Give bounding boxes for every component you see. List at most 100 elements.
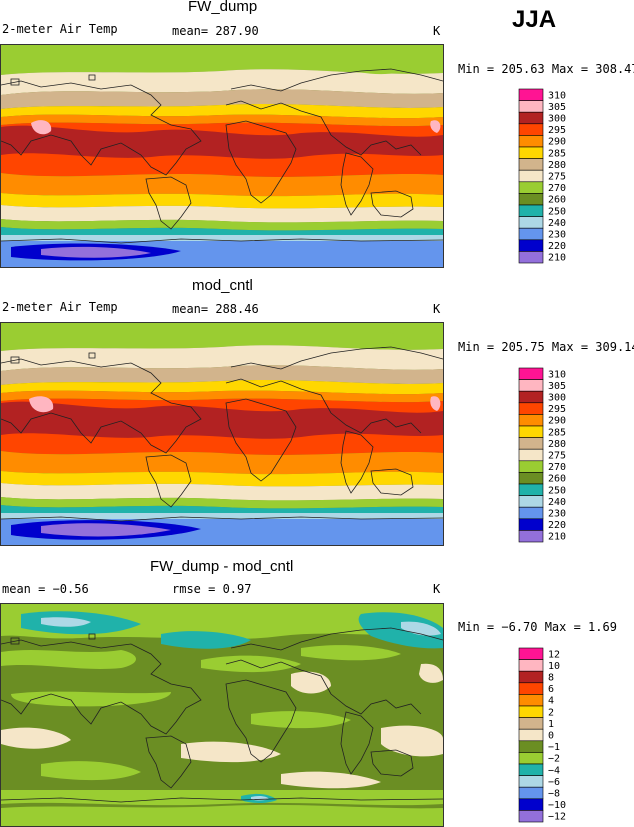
colorbar-swatch xyxy=(518,111,544,125)
colorbar-label: 210 xyxy=(548,253,566,264)
colorbar-swatch xyxy=(518,181,544,194)
panel1-variable-label: 2-meter Air Temp xyxy=(2,22,118,36)
colorbar-swatch xyxy=(518,647,544,660)
colorbar-swatch xyxy=(518,123,544,136)
colorbar-label: 2 xyxy=(548,707,554,718)
colorbar-label: 295 xyxy=(548,404,566,415)
colorbar-label: 275 xyxy=(548,171,566,182)
colorbar-label: 290 xyxy=(548,416,566,427)
colorbar-label: 295 xyxy=(548,125,566,136)
colorbar-swatch xyxy=(518,659,544,672)
colorbar-swatch xyxy=(518,448,544,462)
panel3-mean: mean = −0.56 xyxy=(2,582,89,596)
colorbar-swatch xyxy=(518,216,544,229)
colorbar-label: 250 xyxy=(548,485,566,496)
colorbar-swatch xyxy=(518,460,544,473)
colorbar-swatch xyxy=(518,472,544,485)
colorbar-swatch xyxy=(518,227,544,241)
panel2-variable-label: 2-meter Air Temp xyxy=(2,300,118,314)
panel1-mean: mean= 287.90 xyxy=(172,24,259,38)
panel1-minmax: Min = 205.63 Max = 308.47 xyxy=(458,62,634,76)
colorbar-swatch xyxy=(518,670,544,684)
colorbar-label: 290 xyxy=(548,137,566,148)
colorbar-swatch xyxy=(518,530,544,543)
colorbar-swatch xyxy=(518,786,544,800)
colorbar-label: 0 xyxy=(548,730,554,741)
panel3-title: FW_dump - mod_cntl xyxy=(150,558,294,575)
panel1-title: FW_dump xyxy=(188,0,258,15)
colorbar-swatch xyxy=(518,810,544,823)
panel2-title: mod_cntl xyxy=(192,277,253,294)
colorbar-swatch xyxy=(518,135,544,148)
panel1-units: K xyxy=(433,24,441,38)
season-label: JJA xyxy=(512,6,557,33)
colorbar-label: 275 xyxy=(548,450,566,461)
colorbar-label: 285 xyxy=(548,148,566,159)
colorbar-label: 280 xyxy=(548,160,566,171)
colorbar-label: −8 xyxy=(548,788,560,799)
colorbar-swatch xyxy=(518,193,544,206)
colorbar-swatch xyxy=(518,506,544,520)
panel2-units: K xyxy=(433,302,441,316)
colorbar-label: 230 xyxy=(548,508,566,519)
colorbar-label: 285 xyxy=(548,427,566,438)
panel2-minmax: Min = 205.75 Max = 309.14 xyxy=(458,340,634,354)
colorbar-swatch xyxy=(518,775,544,788)
colorbar-swatch xyxy=(518,717,544,730)
colorbar-swatch xyxy=(518,682,544,695)
colorbar-label: −6 xyxy=(548,777,560,788)
colorbar-label: 230 xyxy=(548,229,566,240)
colorbar-label: 305 xyxy=(548,102,566,113)
colorbar-label: 12 xyxy=(548,649,560,660)
panel2-colorbar: 3103053002952902852802752702602502402302… xyxy=(518,367,566,543)
colorbar-swatch xyxy=(518,694,544,707)
colorbar-label: 300 xyxy=(548,113,566,124)
colorbar-label: −4 xyxy=(548,765,560,776)
colorbar-swatch xyxy=(518,483,544,496)
colorbar-label: 310 xyxy=(548,369,566,380)
colorbar-swatch xyxy=(518,705,544,718)
colorbar-swatch xyxy=(518,88,544,101)
colorbar-swatch xyxy=(518,251,544,264)
colorbar-swatch xyxy=(518,728,544,742)
colorbar-label: 1 xyxy=(548,719,554,730)
colorbar-label: 300 xyxy=(548,392,566,403)
panel3-rmse: rmse = 0.97 xyxy=(172,582,252,596)
colorbar-label: 270 xyxy=(548,183,566,194)
colorbar-label: 220 xyxy=(548,520,566,531)
colorbar-swatch xyxy=(518,169,544,183)
panel2-map xyxy=(0,322,444,546)
colorbar-swatch xyxy=(518,752,544,765)
colorbar-label: 6 xyxy=(548,684,554,695)
colorbar-label: 210 xyxy=(548,532,566,543)
panel1-colorbar: 3103053002952902852802752702602502402302… xyxy=(518,88,566,264)
panel2-mean: mean= 288.46 xyxy=(172,302,259,316)
colorbar-label: 240 xyxy=(548,497,566,508)
colorbar-swatch xyxy=(518,379,544,392)
colorbar-swatch xyxy=(518,740,544,753)
colorbar-label: 305 xyxy=(548,381,566,392)
colorbar-swatch xyxy=(518,798,544,811)
panel3-minmax: Min = −6.70 Max = 1.69 xyxy=(458,620,617,634)
colorbar-swatch xyxy=(518,414,544,427)
panel3-units: K xyxy=(433,582,441,596)
colorbar-label: 260 xyxy=(548,195,566,206)
colorbar-label: 8 xyxy=(548,672,554,683)
colorbar-swatch xyxy=(518,763,544,776)
colorbar-label: −2 xyxy=(548,754,560,765)
colorbar-label: 4 xyxy=(548,696,554,707)
colorbar-swatch xyxy=(518,390,544,404)
colorbar-label: 220 xyxy=(548,241,566,252)
colorbar-swatch xyxy=(518,402,544,415)
colorbar-swatch xyxy=(518,239,544,252)
colorbar-swatch xyxy=(518,425,544,438)
colorbar-swatch xyxy=(518,495,544,508)
colorbar-label: −1 xyxy=(548,742,560,753)
colorbar-label: 280 xyxy=(548,439,566,450)
colorbar-label: 250 xyxy=(548,206,566,217)
colorbar-label: 240 xyxy=(548,218,566,229)
colorbar-label: 260 xyxy=(548,474,566,485)
colorbar-swatch xyxy=(518,437,544,450)
colorbar-swatch xyxy=(518,146,544,159)
